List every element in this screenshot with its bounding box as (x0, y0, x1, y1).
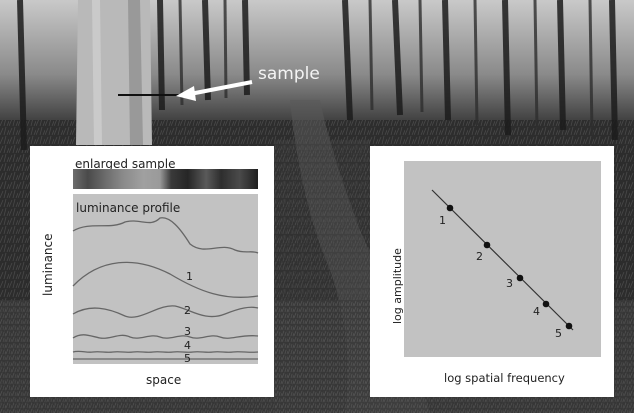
component-label: 2 (184, 304, 191, 317)
luminance-axis-label: luminance (41, 233, 55, 296)
point-label: 4 (533, 305, 540, 318)
component-3-curve (72, 334, 259, 339)
luminance-panel: enlarged sample (30, 146, 274, 397)
spectrum-graphics: 1 2 3 4 5 (404, 161, 601, 357)
spectrum-panel: 1 2 3 4 5 log amplitude log spatial freq… (370, 146, 614, 397)
point-label: 3 (506, 277, 513, 290)
space-axis-label: space (146, 373, 182, 387)
luminance-profile-title: luminance profile (76, 201, 180, 215)
log-amplitude-axis-label: log amplitude (391, 248, 404, 324)
component-label: 3 (184, 325, 191, 338)
spectrum-point (446, 204, 454, 212)
arrow-head-icon (176, 86, 196, 101)
component-4-curve (72, 350, 259, 353)
log-frequency-axis-label: log spatial frequency (444, 371, 565, 385)
component-label: 4 (184, 339, 191, 352)
component-1-curve (72, 261, 259, 299)
component-2-curve (72, 305, 259, 318)
component-label: 5 (184, 352, 191, 365)
luminance-profile-plot (73, 194, 258, 364)
point-label: 1 (439, 214, 446, 227)
point-label: 2 (476, 250, 483, 263)
component-label: 1 (186, 270, 193, 283)
luminance-graphics: luminance profile 1 2 3 4 5 (72, 169, 259, 365)
point-label: 5 (555, 327, 562, 340)
enlarged-sample-label: enlarged sample (75, 157, 176, 171)
sample-label: sample (258, 64, 320, 84)
luminance-profile-curve (72, 217, 259, 254)
spectrum-fit-line (431, 189, 574, 331)
spectrum-point (542, 300, 550, 308)
spectrum-point (516, 274, 524, 282)
spectrum-point (565, 322, 573, 330)
spectrum-point (483, 241, 491, 249)
enlarged-sample-strip (73, 169, 258, 189)
